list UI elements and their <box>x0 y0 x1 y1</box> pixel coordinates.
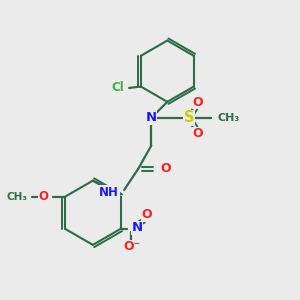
Text: O: O <box>193 127 203 140</box>
Text: Cl: Cl <box>111 82 124 94</box>
Text: NH: NH <box>99 186 119 199</box>
Text: O: O <box>193 96 203 109</box>
Text: S: S <box>184 110 194 125</box>
Text: O: O <box>160 163 171 176</box>
Text: CH₃: CH₃ <box>218 113 240 123</box>
Text: O⁻: O⁻ <box>123 240 141 254</box>
Text: O: O <box>141 208 152 221</box>
Text: N: N <box>146 111 157 124</box>
Text: N: N <box>131 221 142 234</box>
Text: O: O <box>39 190 49 203</box>
Text: CH₃: CH₃ <box>7 192 28 202</box>
